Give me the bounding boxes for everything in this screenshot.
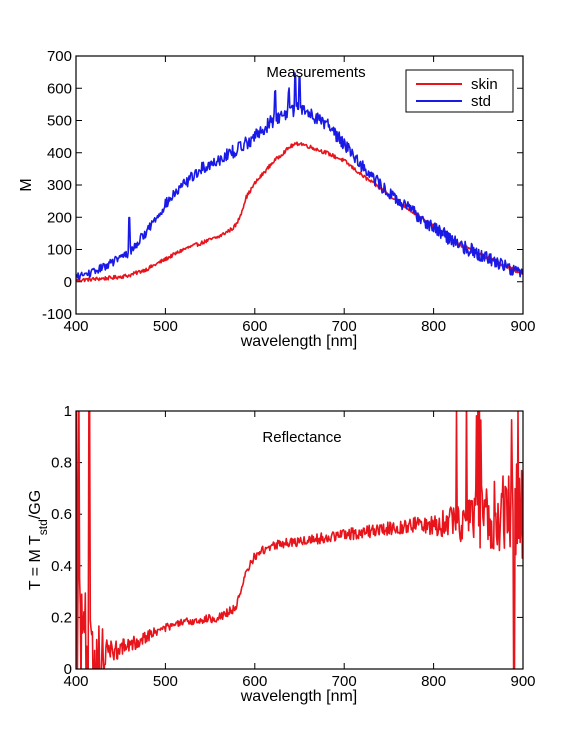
axes-frame — [75, 55, 524, 315]
reflectance-chart: 400 500 600 700 800 900 0 0.2 0.4 0.6 0.8 1 Reflect… — [27, 403, 536, 705]
y-tick-label: 0.8 — [51, 455, 72, 472]
y-tick-label: 700 — [47, 48, 72, 65]
x-tick-label: 900 — [510, 318, 535, 335]
x-tick-label: 700 — [332, 318, 357, 335]
axes-frame — [75, 410, 524, 670]
x-tick-label: 900 — [510, 673, 535, 690]
y-axis-label-subscript: std — [36, 519, 50, 535]
axis-ticks: 400 500 600 700 800 900 0 0.2 0.4 0.6 0.8 1 — [51, 403, 535, 690]
y-tick-label: 0 — [64, 274, 72, 291]
y-axis-label: T = M Tstd/GG — [27, 490, 50, 590]
chart-title: Measurements — [266, 64, 365, 81]
y-tick-label: 1 — [64, 403, 72, 420]
legend: skin std — [405, 69, 514, 113]
y-tick-label: 0.2 — [51, 609, 72, 626]
series-line-std — [76, 72, 523, 281]
x-tick-label: 800 — [421, 673, 446, 690]
axis-ticks: 400 500 600 700 800 900 -100 0 100 200 300 400 500 60… — [42, 48, 536, 335]
measurements-chart: 400 500 600 700 800 900 -100 0 100 200 300 400 500 60… — [18, 48, 536, 350]
y-axis-label-main: T = M T — [27, 535, 44, 590]
y-tick-label: 100 — [47, 242, 72, 259]
x-tick-label: 700 — [332, 673, 357, 690]
x-tick-label: 400 — [63, 673, 88, 690]
legend-label-skin: skin — [471, 76, 498, 93]
y-tick-label: -100 — [42, 306, 72, 323]
series-layer — [76, 411, 523, 669]
series-line-reflectance — [76, 411, 523, 669]
x-tick-label: 500 — [153, 318, 178, 335]
chart-title: Reflectance — [262, 429, 341, 446]
y-tick-label: 0 — [64, 661, 72, 678]
series-layer — [76, 72, 523, 283]
y-axis-label-tail: /GG — [27, 490, 44, 519]
y-axis-label: M — [18, 178, 35, 191]
x-tick-label: 600 — [242, 673, 267, 690]
y-tick-label: 0.6 — [51, 506, 72, 523]
x-axis-label: wavelength [nm] — [240, 333, 358, 350]
x-tick-label: 800 — [421, 318, 446, 335]
legend-label-std: std — [471, 93, 491, 110]
y-tick-label: 200 — [47, 209, 72, 226]
x-tick-label: 500 — [153, 673, 178, 690]
y-tick-label: 600 — [47, 80, 72, 97]
y-tick-label: 400 — [47, 145, 72, 162]
legend-box — [405, 69, 514, 113]
y-tick-label: 300 — [47, 177, 72, 194]
x-tick-label: 400 — [63, 318, 88, 335]
x-tick-label: 600 — [242, 318, 267, 335]
x-axis-label: wavelength [nm] — [240, 688, 358, 705]
y-tick-label: 0.4 — [51, 558, 72, 575]
y-tick-label: 500 — [47, 113, 72, 130]
